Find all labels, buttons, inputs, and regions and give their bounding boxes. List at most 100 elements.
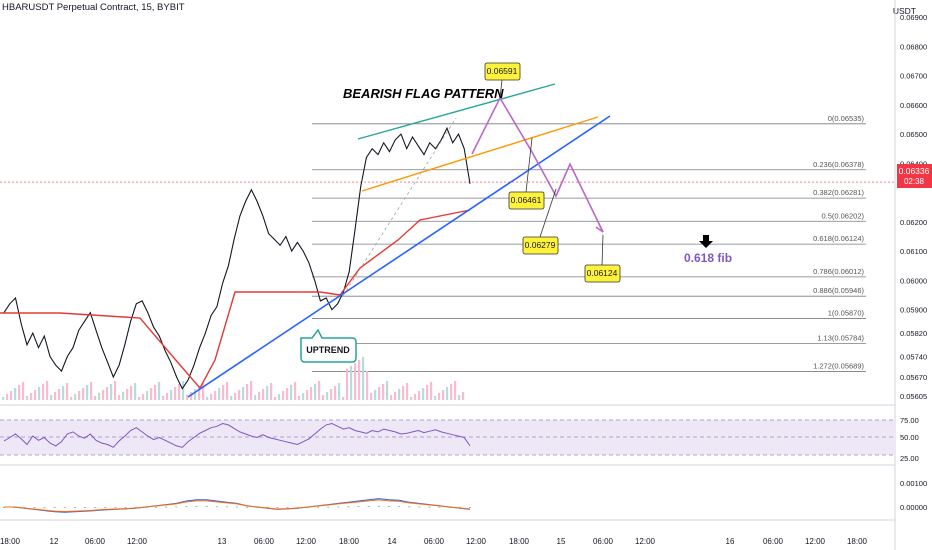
macd-histogram-bar xyxy=(276,507,279,508)
volume-bar xyxy=(62,386,65,400)
fib-levels: 0(0.06535) 0.236(0.06378) 0.382(0.06281) 0.… xyxy=(0,114,895,372)
time-tick-label: 15 xyxy=(557,537,566,546)
macd-histogram-bar xyxy=(53,507,56,508)
volume-bar xyxy=(26,396,29,400)
volume-bar xyxy=(38,387,41,400)
fib-level-label: 1.13(0.05784) xyxy=(817,334,864,343)
volume-bar xyxy=(102,390,105,400)
price-tick-label: 0.05670 xyxy=(900,373,927,382)
time-tick-label: 12:00 xyxy=(635,537,656,546)
macd-histogram-bar xyxy=(367,505,370,507)
volume-bar xyxy=(246,384,249,400)
projection-path xyxy=(471,96,604,233)
callout-06461: 0.06461 xyxy=(508,191,545,210)
callout-leader xyxy=(601,234,604,266)
volume-bar xyxy=(254,395,257,400)
callout-leader xyxy=(539,188,557,238)
macd-histogram-bar xyxy=(317,506,320,508)
time-tick-label: 06:00 xyxy=(85,537,106,546)
current-price: 0.06336 xyxy=(899,166,930,176)
volume-bar xyxy=(46,381,49,400)
volume-bar xyxy=(406,383,409,400)
rsi-tick-label: 75.00 xyxy=(900,416,919,425)
volume-bar xyxy=(382,384,385,400)
volume-bar xyxy=(126,389,129,400)
volume-bar xyxy=(462,392,465,400)
volume-bar xyxy=(250,381,253,400)
current-price-tag: 0.06336 02:38 xyxy=(897,164,932,188)
volume-bar xyxy=(294,382,297,400)
fib-level-label: 1.272(0.05689) xyxy=(813,361,864,370)
volume-bar xyxy=(426,385,429,400)
volume-bar xyxy=(262,389,265,400)
macd-line xyxy=(4,498,471,513)
price-tick-label: 0.06500 xyxy=(900,130,927,139)
volume-bar xyxy=(334,386,337,400)
macd-histogram-bar xyxy=(306,507,309,508)
volume-bar xyxy=(150,388,153,400)
macd-histogram-bar xyxy=(13,507,16,508)
macd-histogram-bar xyxy=(266,507,269,508)
volume-bar xyxy=(362,357,365,400)
volume-bar xyxy=(142,394,145,400)
price-tick-label: 0.06200 xyxy=(900,218,927,227)
volume-bar xyxy=(454,381,457,400)
macd-histogram-bar xyxy=(154,506,157,508)
macd-histogram-bar xyxy=(458,507,461,508)
volume-bar xyxy=(70,397,73,400)
volume-bar xyxy=(238,390,241,400)
volume-bar xyxy=(282,391,285,400)
macd-histogram-bar xyxy=(175,506,178,508)
volume-bar xyxy=(386,381,389,400)
macd-histogram-bar xyxy=(246,506,249,508)
volume-bar xyxy=(378,387,381,400)
volume-bar xyxy=(314,384,317,400)
volume-bar xyxy=(14,388,17,400)
time-tick-label: 13 xyxy=(218,537,227,546)
volume-bars xyxy=(2,357,465,400)
macd-histogram-bar xyxy=(73,507,76,508)
macd-histogram-bar xyxy=(195,505,198,507)
callout-06591: 0.06591 xyxy=(484,62,521,81)
volume-bar xyxy=(366,371,369,400)
volume-bar xyxy=(106,387,109,400)
volume-bar xyxy=(42,384,45,400)
fib-level-label: 0.5(0.06202) xyxy=(821,211,864,220)
macd-histogram-bar xyxy=(3,507,5,508)
volume-bar xyxy=(206,397,209,400)
supertrend-line xyxy=(0,209,471,390)
svg-text:0.06124: 0.06124 xyxy=(587,268,618,278)
volume-bar xyxy=(286,388,289,400)
volume-bar xyxy=(302,393,305,400)
time-tick-label: 18:00 xyxy=(0,537,21,546)
fib-label: 0.618 fib xyxy=(684,251,732,265)
volume-bar xyxy=(450,384,453,400)
macd-histogram-bar xyxy=(43,507,46,508)
volume-bar xyxy=(438,393,441,400)
macd-histogram-bar xyxy=(387,505,390,507)
macd-histogram-bar xyxy=(165,506,168,508)
rsi-line xyxy=(3,422,471,448)
price-tick-label: 0.06700 xyxy=(900,72,927,81)
macd-histogram-bar xyxy=(428,506,431,508)
volume-bar xyxy=(222,385,225,400)
volume-bar xyxy=(338,383,341,400)
volume-bar xyxy=(66,383,69,400)
macd-histogram-bar xyxy=(23,507,26,508)
volume-bar xyxy=(346,369,349,400)
volume-bar xyxy=(166,393,169,400)
macd-histogram-bar xyxy=(84,507,87,508)
volume-bar xyxy=(138,397,141,400)
volume-bar xyxy=(394,392,397,400)
macd-tick-label: 0.00100 xyxy=(900,479,927,488)
fib-level-label: 0.886(0.05946) xyxy=(813,286,864,295)
volume-bar xyxy=(146,391,149,400)
rsi-tick-label: 50.00 xyxy=(900,433,919,442)
volume-bar xyxy=(118,395,121,400)
volume-bar xyxy=(194,389,197,400)
uptrend-label: UPTREND xyxy=(306,345,350,355)
volume-bar xyxy=(2,397,5,400)
volume-bar xyxy=(410,397,413,400)
macd-histogram-bar xyxy=(286,507,289,508)
